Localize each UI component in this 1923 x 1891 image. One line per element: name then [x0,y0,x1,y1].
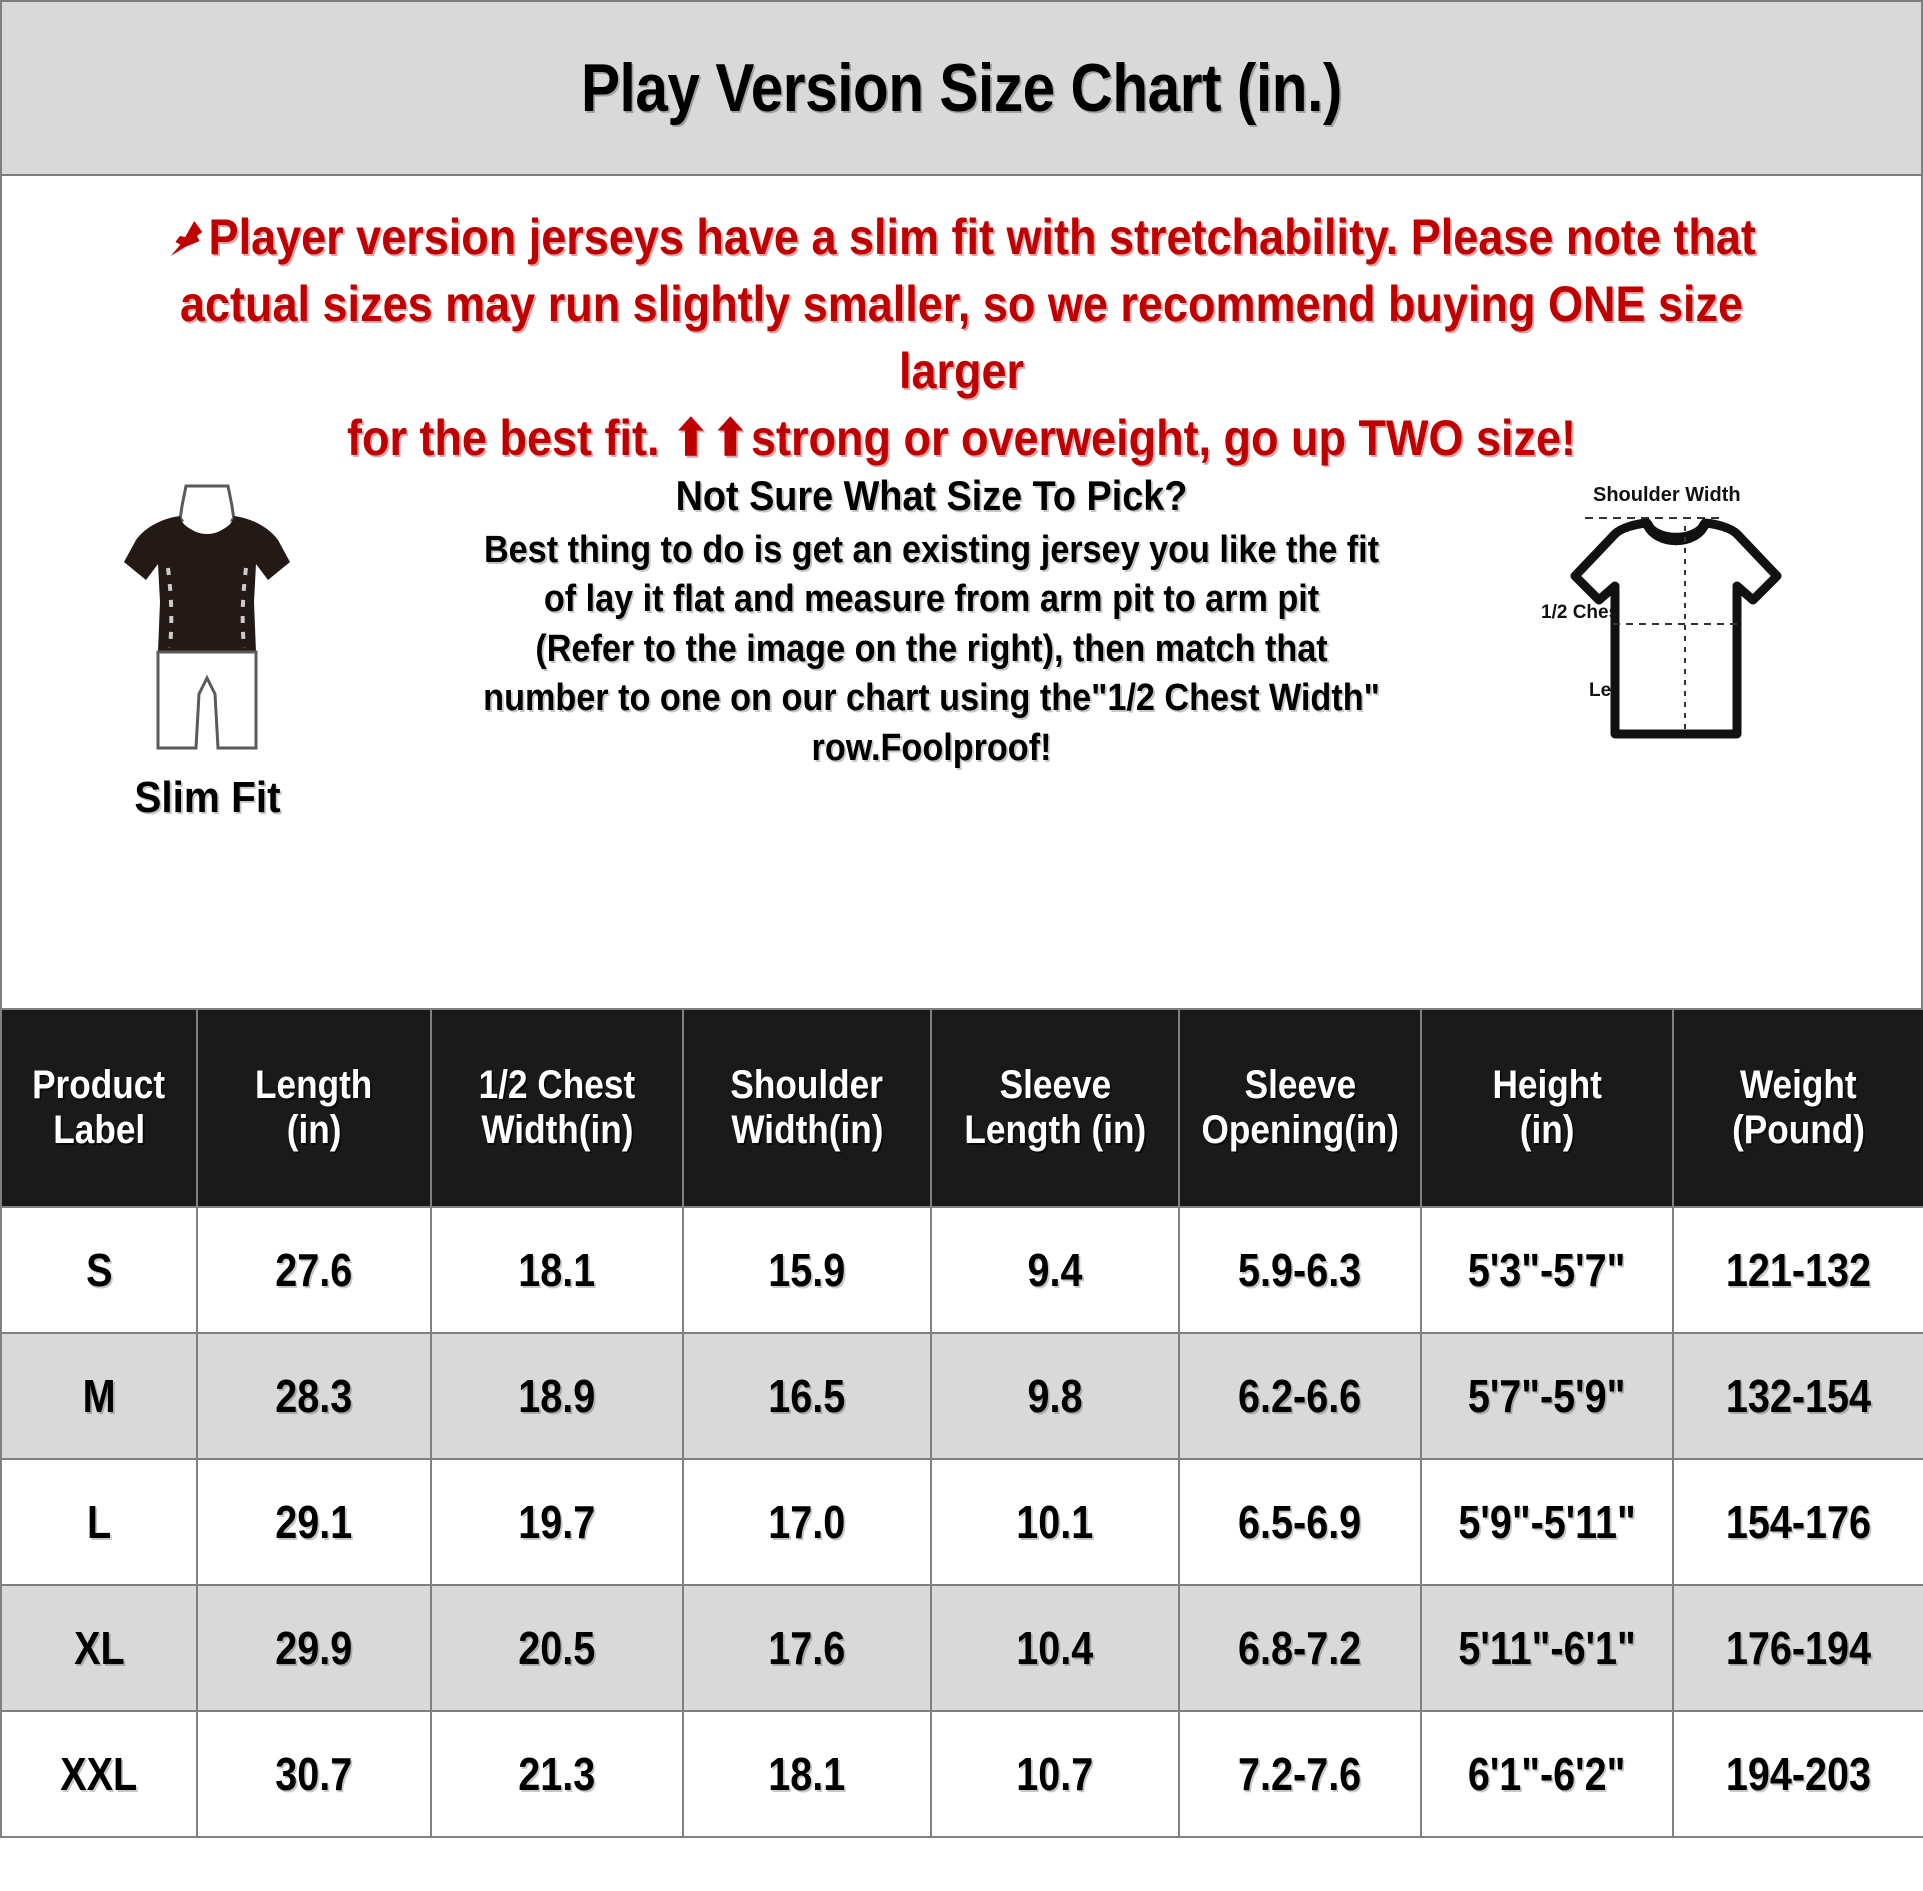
up-arrow-icon-2: ⬆ [711,410,750,466]
cell-length: 28.3 [196,1332,432,1460]
notice-line-2: actual sizes may run slightly smaller, s… [179,276,1744,399]
cell-length: 29.9 [196,1584,432,1712]
cell-sleeve-opening: 6.5-6.9 [1178,1458,1422,1586]
cell-sleeve-opening: 5.9-6.3 [1178,1206,1422,1334]
table-row: L 29.1 19.7 17.0 10.1 6.5-6.9 5'9"-5'11"… [0,1458,1923,1586]
cell-half-chest: 18.1 [430,1206,684,1334]
column-header-half-chest-width: 1/2 Chest Width(in) [430,1008,684,1208]
slim-fit-caption: Slim Fit [133,773,281,822]
cell-weight: 132-154 [1672,1332,1923,1460]
shoulder-width-label: Shoulder Width [1593,484,1741,506]
info-section: Player version jerseys have a slim fit w… [0,176,1923,1008]
cell-height: 5'11"-6'1" [1420,1584,1674,1712]
cell-size: XXL [0,1710,198,1838]
size-help-panel: Not Sure What Size To Pick? Best thing t… [412,472,1451,773]
cell-height: 5'7"-5'9" [1420,1332,1674,1460]
table-row: S 27.6 18.1 15.9 9.4 5.9-6.3 5'3"-5'7" 1… [0,1206,1923,1334]
cell-length: 29.1 [196,1458,432,1586]
column-header-shoulder-width: Shoulder Width(in) [682,1008,932,1208]
red-notice: Player version jerseys have a slim fit w… [2,176,1921,472]
cell-half-chest: 18.9 [430,1332,684,1460]
notice-line-3a: for the best fit. [346,410,660,466]
tshirt-diagram-panel: Shoulder Width 1/2 Chest Width Length [1451,472,1921,784]
column-header-product-label: Product Label [0,1008,198,1208]
cell-shoulder: 18.1 [682,1710,932,1838]
slim-fit-mannequin-icon [102,482,312,757]
cell-half-chest: 19.7 [430,1458,684,1586]
cell-size: XL [0,1584,198,1712]
cell-sleeve-opening: 6.8-7.2 [1178,1584,1422,1712]
column-header-sleeve-opening: Sleeve Opening(in) [1178,1008,1422,1208]
notice-line-1: Player version jerseys have a slim fit w… [208,209,1756,265]
cell-weight: 121-132 [1672,1206,1923,1334]
size-help-line-2: of lay it flat and measure from arm pit … [543,578,1320,621]
page-title: Play Version Size Chart (in.) [581,50,1342,126]
cell-sleeve-opening: 6.2-6.6 [1178,1332,1422,1460]
pushpin-icon [167,216,207,260]
up-arrow-icon-1: ⬆ [671,410,710,466]
column-header-weight: Weight (Pound) [1672,1008,1923,1208]
cell-size: S [0,1206,198,1334]
cell-size: L [0,1458,198,1586]
notice-line-3b: strong or overweight, go up TWO size! [751,410,1577,466]
cell-sleeve-opening: 7.2-7.6 [1178,1710,1422,1838]
size-table: Product Label Length (in) 1/2 Chest Widt… [0,1008,1923,1838]
cell-size: M [0,1332,198,1460]
chart-title-bar: Play Version Size Chart (in.) [0,0,1923,176]
column-header-height: Height (in) [1420,1008,1674,1208]
cell-length: 30.7 [196,1710,432,1838]
cell-shoulder: 17.6 [682,1584,932,1712]
table-header-row: Product Label Length (in) 1/2 Chest Widt… [0,1008,1923,1208]
cell-weight: 176-194 [1672,1584,1923,1712]
table-row: XXL 30.7 21.3 18.1 10.7 7.2-7.6 6'1"-6'2… [0,1710,1923,1838]
cell-shoulder: 15.9 [682,1206,932,1334]
cell-weight: 154-176 [1672,1458,1923,1586]
cell-sleeve-length: 9.4 [930,1206,1180,1334]
cell-height: 5'9"-5'11" [1420,1458,1674,1586]
slim-fit-panel: Slim Fit [2,472,412,823]
info-panels: Slim Fit Not Sure What Size To Pick? Bes… [2,472,1921,992]
cell-sleeve-length: 10.7 [930,1710,1180,1838]
cell-height: 6'1"-6'2" [1420,1710,1674,1838]
cell-length: 27.6 [196,1206,432,1334]
cell-weight: 194-203 [1672,1710,1923,1838]
column-header-sleeve-length: Sleeve Length (in) [930,1008,1180,1208]
cell-height: 5'3"-5'7" [1420,1206,1674,1334]
cell-half-chest: 21.3 [430,1710,684,1838]
column-header-length: Length (in) [196,1008,432,1208]
table-row: M 28.3 18.9 16.5 9.8 6.2-6.6 5'7"-5'9" 1… [0,1332,1923,1460]
size-help-line-3: (Refer to the image on the right), then … [535,627,1328,670]
size-help-line-4: number to one on our chart using the"1/2… [483,677,1380,720]
cell-shoulder: 17.0 [682,1458,932,1586]
cell-half-chest: 20.5 [430,1584,684,1712]
table-row: XL 29.9 20.5 17.6 10.4 6.8-7.2 5'11"-6'1… [0,1584,1923,1712]
cell-sleeve-length: 10.4 [930,1584,1180,1712]
cell-sleeve-length: 10.1 [930,1458,1180,1586]
size-help-line-1: Best thing to do is get an existing jers… [483,529,1380,571]
cell-shoulder: 16.5 [682,1332,932,1460]
size-help-heading: Not Sure What Size To Pick? [675,472,1188,519]
size-help-line-5: row.Foolproof! [811,726,1052,769]
cell-sleeve-length: 9.8 [930,1332,1180,1460]
